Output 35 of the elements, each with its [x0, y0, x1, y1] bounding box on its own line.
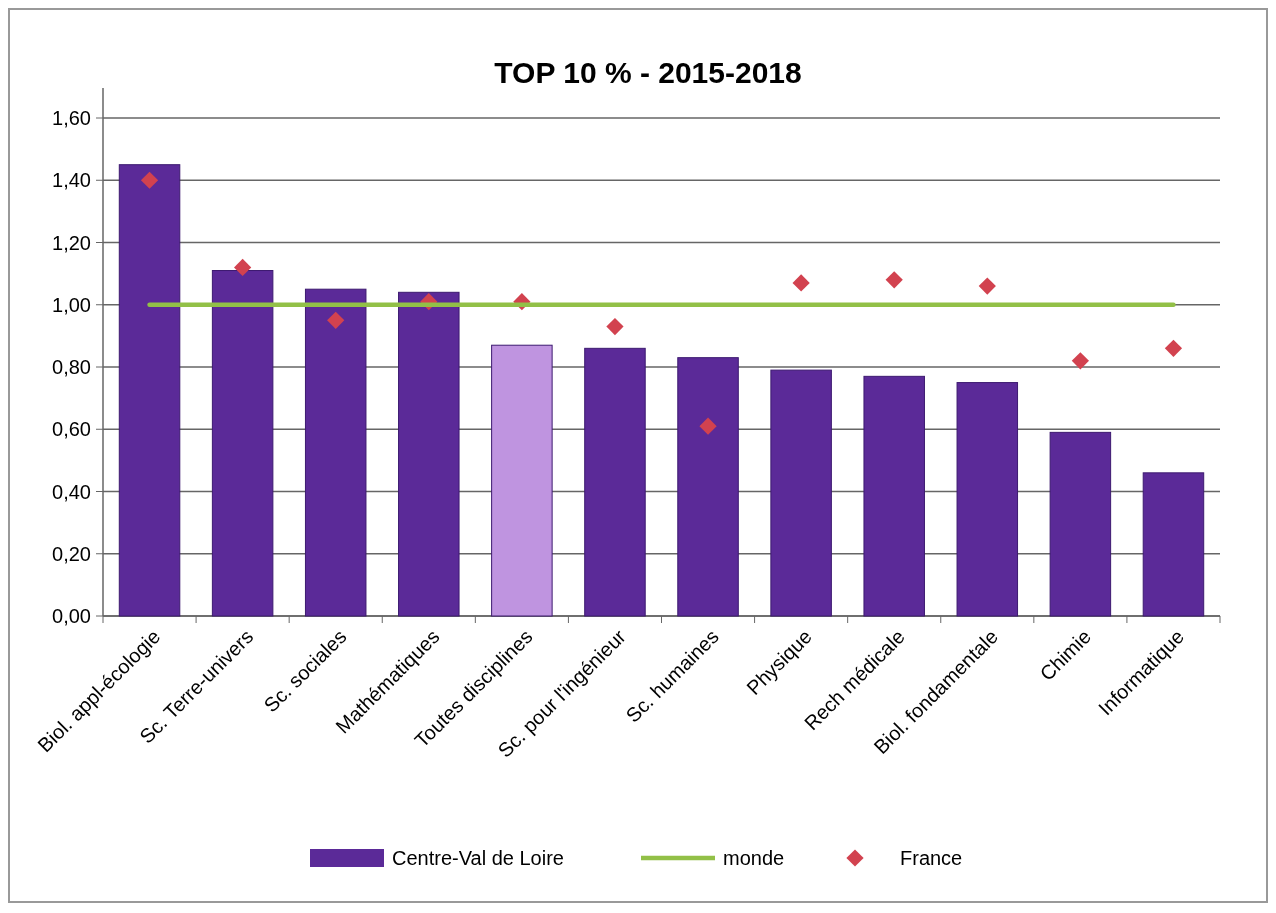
bar	[1142, 472, 1205, 617]
bar	[211, 270, 274, 617]
bar	[863, 375, 925, 617]
bar	[491, 344, 553, 617]
point	[234, 258, 252, 277]
point	[1071, 352, 1089, 370]
point	[140, 171, 159, 189]
chart-title: TOP 10 % - 2015-2018	[494, 56, 802, 89]
point	[978, 277, 996, 295]
bar	[956, 382, 1019, 617]
legend-label: monde	[723, 847, 785, 869]
bar	[677, 357, 739, 617]
y-tick-label: 0,80	[52, 356, 91, 378]
y-tick-label: 1,60	[52, 107, 91, 129]
point	[1164, 339, 1183, 357]
y-tick-label: 1,40	[52, 169, 91, 192]
point	[699, 417, 717, 435]
legend-label: Centre-Val de Loire	[392, 847, 564, 869]
y-tick-label: 0,20	[52, 542, 91, 565]
bar	[118, 164, 181, 617]
bar	[398, 291, 460, 617]
point	[327, 311, 345, 329]
bar	[1049, 431, 1112, 617]
y-tick-label: 0,00	[52, 605, 91, 627]
point	[792, 274, 810, 292]
bar	[770, 369, 832, 617]
y-tick-label: 0,40	[52, 480, 91, 503]
y-tick-label: 1,20	[52, 231, 91, 254]
bar	[304, 288, 367, 617]
legend-label: France	[900, 847, 963, 869]
y-tick-label: 1,00	[52, 293, 91, 316]
point	[885, 271, 903, 289]
y-tick-label: 0,60	[52, 418, 91, 441]
point	[606, 317, 624, 336]
bar	[584, 347, 646, 617]
